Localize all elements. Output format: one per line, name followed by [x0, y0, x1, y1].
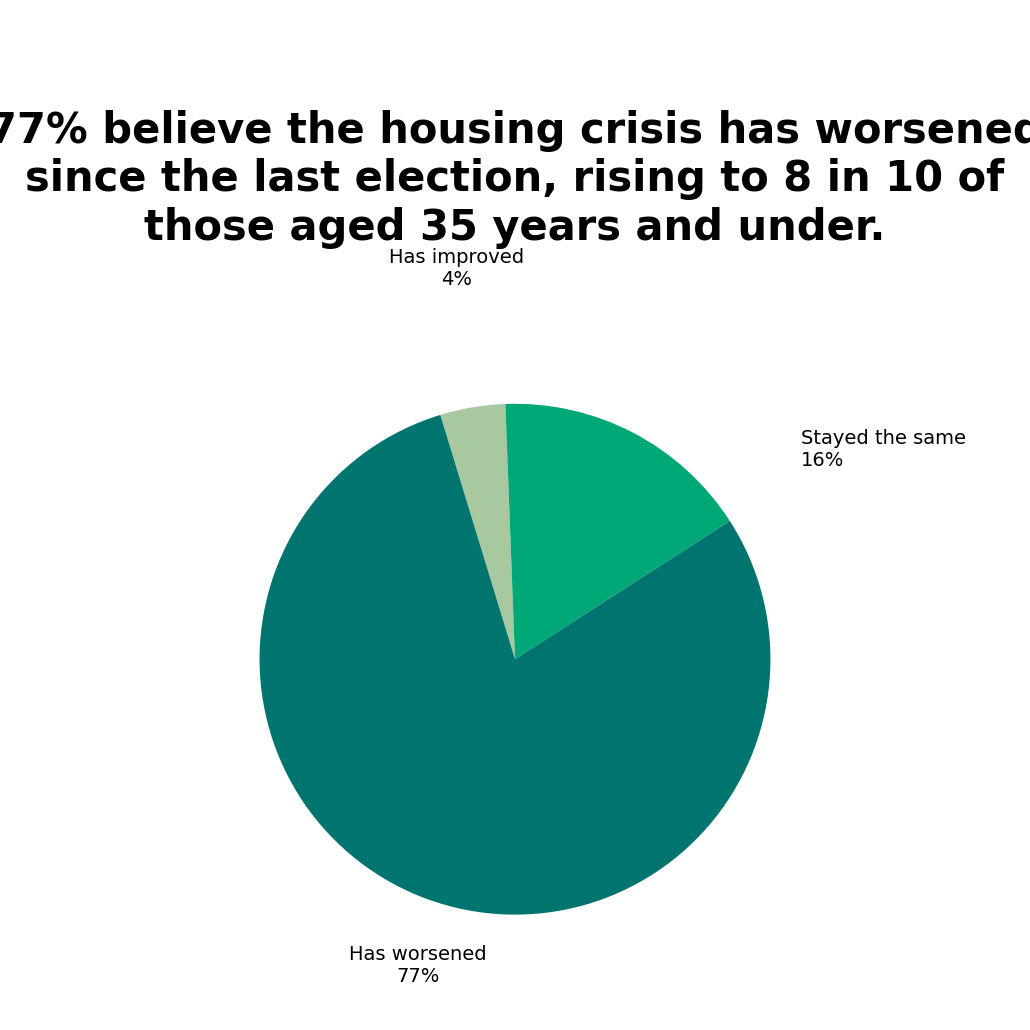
Text: Stayed the same
16%: Stayed the same 16% — [801, 430, 966, 471]
Text: Has worsened
77%: Has worsened 77% — [349, 946, 487, 987]
Wedge shape — [440, 404, 515, 659]
Text: 77% believe the housing crisis has worsened
since the last election, rising to 8: 77% believe the housing crisis has worse… — [0, 109, 1030, 249]
Wedge shape — [506, 404, 730, 659]
Wedge shape — [260, 415, 770, 915]
Text: Has improved
4%: Has improved 4% — [388, 248, 524, 288]
